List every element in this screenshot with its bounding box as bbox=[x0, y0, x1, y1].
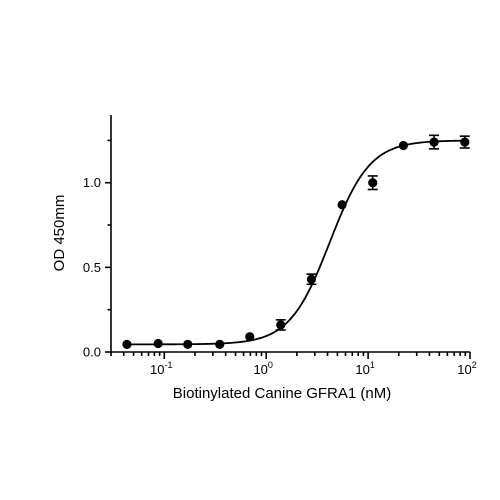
data-point bbox=[398, 140, 408, 151]
data-point bbox=[337, 200, 347, 210]
y-tick-label: 0.5 bbox=[83, 260, 101, 275]
data-point bbox=[275, 319, 286, 331]
data-marker bbox=[245, 332, 255, 342]
data-point bbox=[122, 339, 132, 349]
x-axis-title: Biotinylated Canine GFRA1 (nM) bbox=[173, 385, 391, 402]
data-marker bbox=[398, 140, 408, 151]
fit-curve bbox=[126, 139, 465, 346]
data-point bbox=[245, 332, 255, 342]
data-point bbox=[153, 338, 163, 349]
data-marker bbox=[276, 320, 286, 330]
data-point bbox=[459, 135, 470, 149]
y-tick-label: 1.0 bbox=[83, 175, 101, 190]
data-marker bbox=[183, 339, 193, 349]
x-tick-label: 101 bbox=[355, 360, 374, 377]
data-point bbox=[215, 339, 225, 349]
y-axis-title: OD 450mm bbox=[51, 195, 68, 272]
y-tick-label: 0.0 bbox=[83, 345, 101, 360]
data-point bbox=[429, 134, 440, 150]
data-marker bbox=[429, 137, 439, 147]
data-point bbox=[367, 175, 378, 191]
axes: 0.0 0.5 1.0 10-1 100 101 102 bbox=[83, 115, 477, 377]
data-marker bbox=[122, 339, 132, 349]
data-marker bbox=[306, 274, 317, 284]
data-point bbox=[183, 339, 193, 349]
data-marker bbox=[215, 339, 225, 349]
data-marker bbox=[153, 338, 163, 349]
x-tick-label: 102 bbox=[457, 360, 476, 377]
fit-curve-layer bbox=[126, 139, 465, 346]
data-marker bbox=[460, 137, 470, 147]
data-marker bbox=[368, 178, 378, 188]
x-tick-label: 10-1 bbox=[150, 360, 172, 377]
data-points-layer bbox=[122, 134, 470, 349]
data-point bbox=[306, 273, 317, 286]
data-marker bbox=[337, 200, 347, 210]
x-tick-label: 100 bbox=[253, 360, 272, 377]
